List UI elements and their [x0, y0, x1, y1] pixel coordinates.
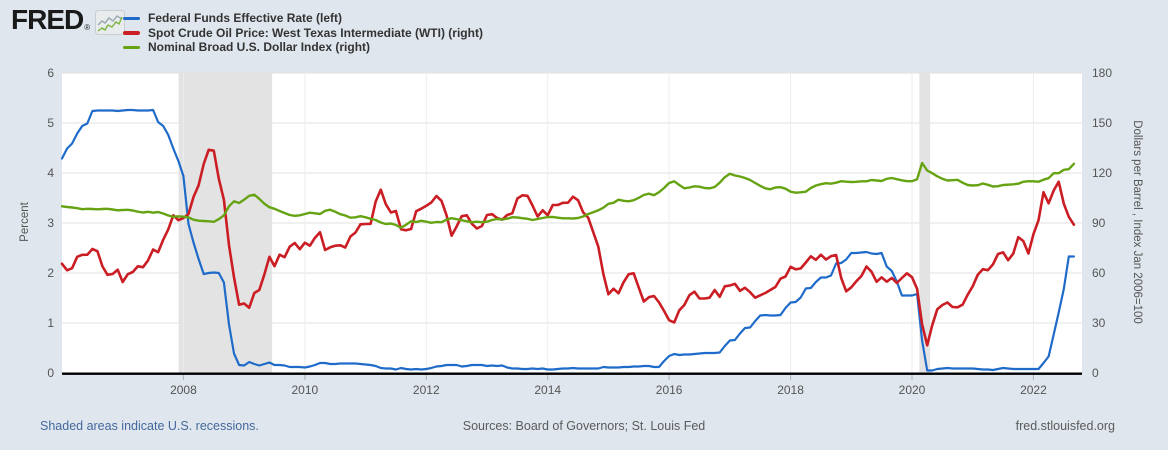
- legend-label: Nominal Broad U.S. Dollar Index (right): [148, 40, 371, 55]
- plot-area[interactable]: [60, 72, 1082, 383]
- y-right-tick-label: 150: [1092, 116, 1113, 130]
- x-year-label: 2022: [1020, 383, 1047, 397]
- fred-logo-sparkline-icon: [95, 10, 126, 35]
- y-left-tick-label: 3: [47, 216, 54, 230]
- fred-url-link[interactable]: fred.stlouisfed.org: [1015, 419, 1115, 433]
- y-right-tick-label: 120: [1092, 166, 1113, 180]
- y-left-tick-label: 6: [47, 66, 54, 80]
- y-left-tick-label: 2: [47, 266, 54, 280]
- y-right-tick-label: 60: [1092, 266, 1106, 280]
- x-year-label: 2010: [291, 383, 319, 397]
- legend: Federal Funds Effective Rate (left) Spot…: [123, 11, 483, 55]
- fred-logo[interactable]: FRED ®: [11, 4, 126, 35]
- y-left-tick-label: 5: [47, 116, 54, 130]
- y-right-tick-label: 90: [1092, 216, 1106, 230]
- registered-trademark-symbol: ®: [84, 23, 91, 32]
- chart-canvas[interactable]: [60, 72, 1082, 383]
- x-year-label: 2014: [534, 383, 562, 397]
- y-left-tick-label: 1: [47, 316, 54, 330]
- fred-logo-text: FRED: [11, 4, 84, 35]
- y-right-tick-label: 30: [1092, 316, 1106, 330]
- x-year-label: 2020: [898, 383, 926, 397]
- legend-label: Federal Funds Effective Rate (left): [148, 11, 343, 26]
- x-axis-line: [62, 372, 1082, 375]
- series-line[interactable]: [60, 108, 1076, 372]
- right-axis-title: Dollars per Barrel , Index Jan 2006=100: [1131, 120, 1143, 324]
- legend-swatch: [123, 31, 140, 35]
- y-right-tick-label: 0: [1092, 366, 1099, 380]
- series-line[interactable]: [60, 161, 1076, 229]
- x-year-label: 2008: [170, 383, 197, 397]
- x-year-label: 2012: [412, 383, 440, 397]
- legend-label: Spot Crude Oil Price: West Texas Interme…: [148, 25, 483, 40]
- legend-item-wti[interactable]: Spot Crude Oil Price: West Texas Interme…: [123, 26, 483, 41]
- sources-text: Sources: Board of Governors; St. Louis F…: [462, 419, 706, 433]
- y-right-tick-label: 180: [1092, 66, 1113, 80]
- legend-item-dollar-index[interactable]: Nominal Broad U.S. Dollar Index (right): [123, 40, 483, 55]
- recession-note-link[interactable]: Shaded areas indicate U.S. recessions.: [40, 419, 259, 433]
- legend-swatch: [123, 45, 140, 50]
- legend-item-fed-funds[interactable]: Federal Funds Effective Rate (left): [123, 11, 483, 26]
- legend-swatch: [123, 16, 140, 21]
- x-year-label: 2016: [655, 383, 683, 397]
- x-year-label: 2018: [777, 383, 804, 397]
- y-left-tick-label: 4: [47, 166, 54, 180]
- y-left-tick-label: 0: [47, 366, 54, 380]
- series-line[interactable]: [60, 148, 1076, 347]
